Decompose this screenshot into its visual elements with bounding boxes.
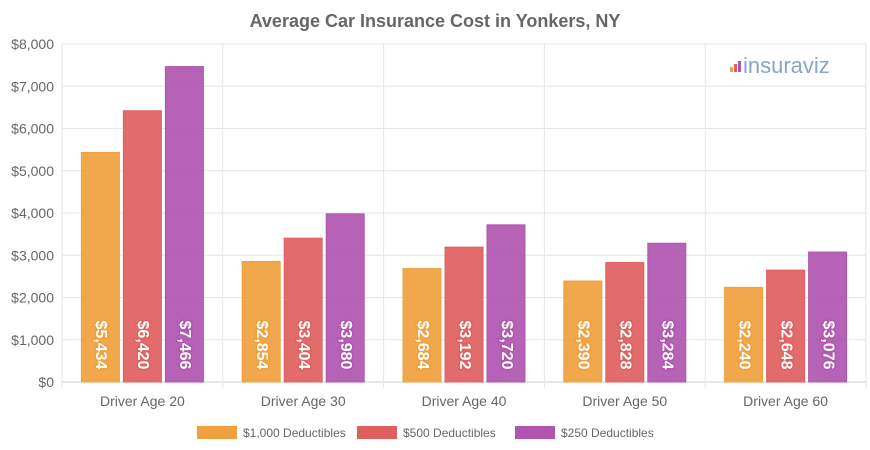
- bar: [563, 280, 603, 383]
- bar: [444, 246, 484, 383]
- bar-value-label: $3,720: [498, 321, 515, 370]
- bar: [724, 286, 764, 383]
- y-tick-label: $6,000: [11, 121, 54, 137]
- y-tick-label: $5,000: [11, 163, 54, 179]
- legend-label: $250 Deductibles: [561, 426, 654, 440]
- bar: [486, 224, 526, 383]
- logo-bar-icon: [738, 61, 741, 72]
- insuraviz-logo: insuraviz: [730, 53, 830, 78]
- legend-label: $1,000 Deductibles: [243, 426, 346, 440]
- bars: $5,434 $6,420 $7,466 $2,854 $3,404 $3,980 $2,6…: [80, 66, 848, 383]
- legend: $1,000 Deductibles $500 Deductibles $250 D…: [197, 426, 654, 440]
- bar: [241, 260, 281, 383]
- bar-value-label: $3,192: [456, 321, 473, 370]
- legend-label: $500 Deductibles: [403, 426, 496, 440]
- legend-swatch: [357, 426, 397, 439]
- y-tick-label: $8,000: [11, 36, 54, 52]
- x-tick-label: Driver Age 40: [422, 393, 507, 409]
- x-tick-label: Driver Age 20: [100, 393, 185, 409]
- x-axis: Driver Age 20 Driver Age 30 Driver Age 40 D…: [100, 393, 828, 409]
- bar-value-label: $2,648: [777, 321, 794, 370]
- y-tick-label: $3,000: [11, 247, 54, 263]
- logo-bar-icon: [730, 67, 733, 72]
- y-tick-label: $7,000: [11, 78, 54, 94]
- bar-value-label: $2,240: [735, 321, 752, 370]
- bar: [283, 237, 323, 383]
- logo-text: insuraviz: [743, 53, 830, 78]
- bar-value-label: $2,854: [253, 321, 270, 370]
- chart-title: Average Car Insurance Cost in Yonkers, N…: [250, 11, 621, 31]
- bar: [766, 269, 806, 383]
- bar-value-label: $3,404: [295, 321, 312, 370]
- x-tick-label: Driver Age 60: [743, 393, 828, 409]
- bar-value-label: $3,076: [819, 321, 836, 370]
- bar-value-label: $3,980: [337, 321, 354, 370]
- bar: [402, 268, 442, 383]
- bar-value-label: $3,284: [659, 321, 676, 370]
- y-axis: $0 $1,000 $2,000 $3,000 $4,000 $5,000 $6,000 $7…: [11, 36, 54, 390]
- y-tick-label: $1,000: [11, 332, 54, 348]
- logo-bar-icon: [734, 64, 737, 72]
- bar: [605, 262, 645, 383]
- bar: [80, 151, 120, 383]
- bar-value-label: $2,828: [617, 321, 634, 370]
- bar: [164, 66, 204, 383]
- bar: [325, 213, 365, 383]
- y-tick-label: $4,000: [11, 205, 54, 221]
- bar: [808, 251, 848, 383]
- y-tick-label: $0: [38, 374, 54, 390]
- bar: [647, 242, 687, 383]
- bar: [122, 110, 162, 383]
- y-tick-label: $2,000: [11, 290, 54, 306]
- bar-value-label: $6,420: [134, 321, 151, 370]
- legend-swatch: [515, 426, 555, 439]
- bar-value-label: $7,466: [176, 321, 193, 370]
- x-tick-label: Driver Age 30: [261, 393, 346, 409]
- bar-value-label: $2,390: [575, 321, 592, 370]
- x-tick-label: Driver Age 50: [582, 393, 667, 409]
- bar-value-label: $2,684: [414, 321, 431, 370]
- bar-value-label: $5,434: [92, 321, 109, 370]
- legend-swatch: [197, 426, 237, 439]
